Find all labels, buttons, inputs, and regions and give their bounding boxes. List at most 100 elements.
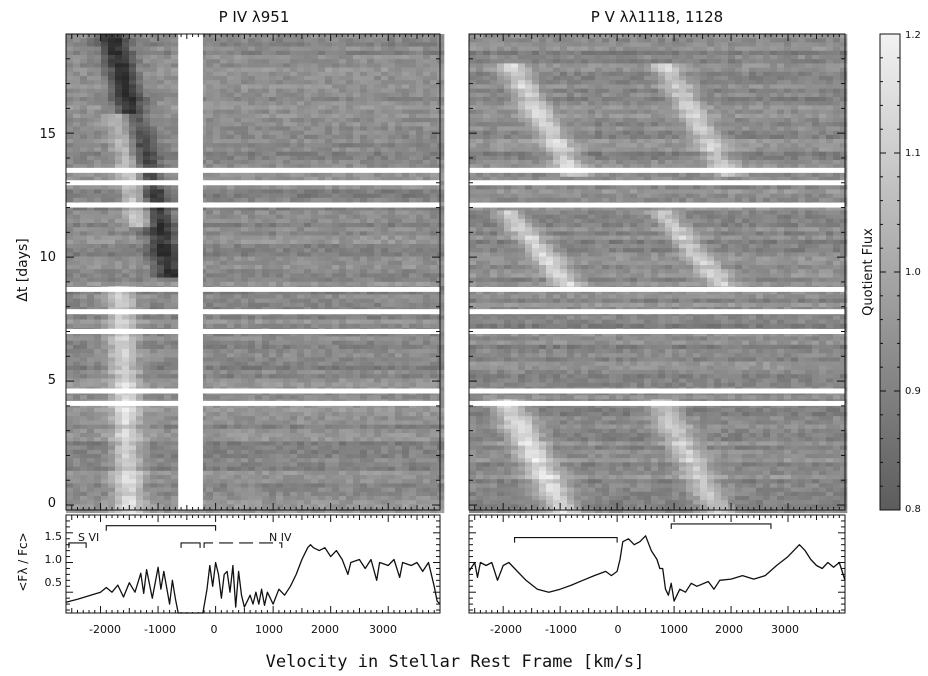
heatmap-cell [360, 302, 368, 308]
heatmap-cell [374, 378, 382, 383]
heatmap-cell [220, 269, 228, 274]
heatmap-cell [423, 416, 431, 421]
heatmap-cell [108, 134, 116, 140]
heatmap-cell [269, 189, 277, 194]
heatmap-cell [437, 286, 445, 291]
heatmap-cell [101, 101, 109, 106]
heatmap-cell [430, 151, 438, 157]
heatmap-cell [115, 281, 123, 287]
heatmap-cell [150, 315, 158, 320]
heatmap-cell [325, 38, 333, 43]
heatmap-cell [150, 340, 158, 346]
heatmap-cell [87, 277, 95, 283]
heatmap-cell [73, 118, 81, 123]
heatmap-cell [318, 139, 326, 144]
heatmap-cell [360, 382, 368, 388]
heatmap-cell [374, 214, 382, 220]
heatmap-cell [283, 197, 291, 203]
heatmap-cell [115, 105, 123, 110]
heatmap-cell [248, 323, 256, 329]
heatmap-cell [227, 227, 235, 232]
heatmap-cell [346, 80, 354, 85]
heatmap-cell [143, 71, 151, 77]
heatmap-cell [122, 382, 130, 388]
heatmap-cell [234, 344, 242, 350]
heatmap-cell [402, 298, 410, 304]
heatmap-cell [255, 302, 263, 308]
heatmap-cell [80, 223, 88, 228]
heatmap-cell [220, 139, 228, 144]
heatmap-cell [304, 290, 312, 295]
heatmap-cell [346, 378, 354, 383]
heatmap-cell [346, 50, 354, 56]
heatmap-cell [241, 344, 249, 350]
heatmap-cell [353, 407, 361, 413]
heatmap-cell [332, 101, 340, 106]
heatmap-cell [283, 378, 291, 383]
heatmap-cell [73, 357, 81, 362]
heatmap-cell [409, 92, 417, 98]
heatmap-cell [241, 210, 249, 215]
heatmap-cell [325, 126, 333, 131]
heatmap-cell [339, 235, 347, 241]
heatmap-cell [248, 172, 256, 178]
heatmap-cell [94, 353, 102, 358]
heatmap-cell [269, 269, 277, 274]
heatmap-cell [353, 323, 361, 329]
heatmap-cell [437, 391, 445, 396]
heatmap-cell [87, 50, 95, 56]
heatmap-cell [339, 290, 347, 295]
heatmap-cell [66, 160, 74, 165]
heatmap-cell [318, 256, 326, 262]
heatmap-cell [150, 332, 158, 337]
heatmap-cell [129, 126, 137, 131]
heatmap-cell [437, 80, 445, 85]
heatmap-cell [262, 197, 270, 203]
heatmap-cell [409, 151, 417, 157]
heatmap-cell [416, 265, 424, 270]
heatmap-cell [136, 101, 144, 106]
heatmap-cell [430, 269, 438, 274]
heatmap-cell [227, 189, 235, 194]
heatmap-cell [367, 92, 375, 98]
heatmap-cell [129, 248, 137, 253]
heatmap-cell [129, 113, 137, 119]
heatmap-cell [353, 260, 361, 266]
heatmap-cell [346, 189, 354, 194]
heatmap-cell [346, 231, 354, 236]
heatmap-cell [367, 412, 375, 417]
heatmap-cell [409, 336, 417, 341]
heatmap-cell [150, 302, 158, 308]
heatmap-cell [388, 265, 396, 270]
heatmap-cell [234, 336, 242, 341]
heatmap-cell [143, 214, 151, 220]
heatmap-cell [423, 76, 431, 81]
heatmap-cell [395, 298, 403, 304]
heatmap-cell [164, 277, 172, 283]
heatmap-cell [402, 88, 410, 94]
heatmap-cell [395, 105, 403, 110]
heatmap-cell [94, 281, 102, 287]
heatmap-cell [318, 235, 326, 241]
heatmap-cell [213, 281, 221, 287]
heatmap-cell [129, 365, 137, 371]
heatmap-cell [318, 353, 326, 358]
heatmap-cell [80, 244, 88, 249]
heatmap-cell [87, 395, 95, 400]
heatmap-cell [262, 248, 270, 253]
heatmap-cell [241, 126, 249, 131]
heatmap-cell [262, 126, 270, 131]
heatmap-cell [283, 214, 291, 220]
heatmap-cell [143, 218, 151, 224]
heatmap-cell [353, 290, 361, 295]
heatmap-cell [108, 80, 116, 85]
heatmap-cell [171, 302, 179, 308]
heatmap-cell [220, 155, 228, 161]
heatmap-cell [80, 395, 88, 400]
heatmap-cell [388, 336, 396, 341]
heatmap-cell [381, 193, 389, 199]
heatmap-cell [80, 97, 88, 102]
heatmap-cell [395, 227, 403, 232]
heatmap-cell [94, 332, 102, 337]
heatmap-cell [157, 336, 165, 341]
